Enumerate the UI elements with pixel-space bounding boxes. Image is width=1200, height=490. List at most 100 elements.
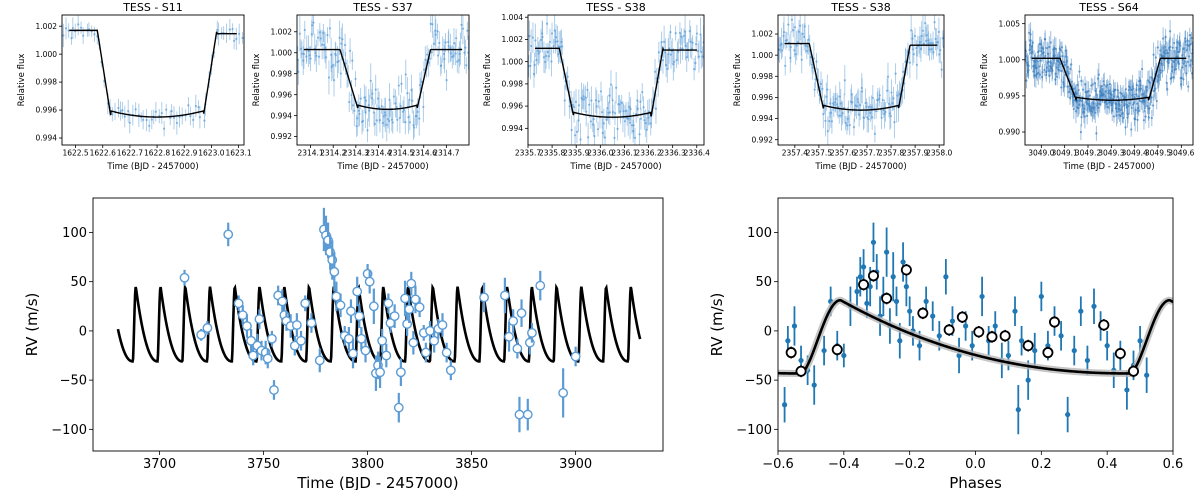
model-line xyxy=(784,42,938,111)
data-point xyxy=(570,351,581,362)
data-point xyxy=(813,88,816,91)
data-point xyxy=(512,343,523,354)
y-tick-label: 0.990 xyxy=(999,128,1021,137)
data-point xyxy=(1086,114,1089,117)
data-point xyxy=(1060,46,1064,49)
data-point xyxy=(422,68,426,71)
data-point xyxy=(466,29,469,32)
data-point xyxy=(399,104,402,108)
data-point xyxy=(1112,115,1116,118)
data-point xyxy=(694,61,697,65)
x-axis-label: Time (BJD - 2457000) xyxy=(814,162,906,172)
x-tick-label: 3049.2 xyxy=(1075,149,1101,158)
data-point xyxy=(793,26,797,29)
data-point xyxy=(383,298,394,309)
data-point xyxy=(1120,92,1123,96)
data-point xyxy=(1048,74,1051,77)
data-point xyxy=(307,50,310,53)
data-point xyxy=(1044,38,1047,41)
data-point xyxy=(1172,76,1175,79)
y-axis-label: Relative flux xyxy=(980,54,990,107)
data-point xyxy=(1187,85,1190,88)
data-point xyxy=(1167,61,1170,65)
data-point xyxy=(654,107,658,110)
data-point xyxy=(378,119,382,122)
data-point xyxy=(437,320,448,330)
data-point xyxy=(1049,41,1052,44)
data-point xyxy=(358,112,361,116)
data-point xyxy=(878,94,881,97)
data-point xyxy=(233,39,236,42)
data-point xyxy=(1190,59,1193,62)
x-tick-label: −0.4 xyxy=(828,457,860,472)
data-point xyxy=(350,93,353,97)
y-tick-label: 0 xyxy=(79,324,87,339)
data-point xyxy=(934,37,937,41)
data-point xyxy=(385,123,388,126)
binned-point xyxy=(1098,319,1110,331)
data-point xyxy=(62,34,65,37)
data-point xyxy=(374,88,377,91)
data-point xyxy=(381,350,392,361)
data-point xyxy=(1174,58,1177,62)
data-point xyxy=(375,119,378,122)
y-tick-label: 0.998 xyxy=(752,72,774,81)
x-tick-label: 3900 xyxy=(559,457,592,472)
binned-point xyxy=(956,311,968,323)
plot-area xyxy=(528,15,704,145)
data-point xyxy=(803,25,807,28)
x-tick-label: 2314.5 xyxy=(388,149,414,158)
y-axis-label: Relative flux xyxy=(733,54,743,107)
data-point xyxy=(534,39,537,42)
data-point xyxy=(311,24,314,27)
data-point xyxy=(1069,67,1072,71)
data-point xyxy=(418,117,421,120)
data-point xyxy=(202,323,213,333)
data-point xyxy=(599,90,603,93)
data-point xyxy=(568,105,571,108)
data-point xyxy=(1161,69,1164,72)
y-tick-label: 0.996 xyxy=(752,93,774,102)
data-point xyxy=(1054,72,1057,75)
data-point xyxy=(608,111,611,114)
data-point xyxy=(432,42,435,45)
x-tick-label: 0.6 xyxy=(1163,457,1184,472)
data-point xyxy=(1051,69,1054,73)
axes-frame xyxy=(92,197,664,452)
data-point xyxy=(64,27,68,30)
data-point xyxy=(1025,50,1028,53)
data-point xyxy=(1078,70,1081,73)
data-point xyxy=(828,120,831,123)
data-point xyxy=(858,113,861,116)
data-point xyxy=(1091,83,1094,86)
data-point xyxy=(445,78,448,82)
data-point xyxy=(825,95,828,98)
data-point xyxy=(677,50,680,53)
data-point xyxy=(438,41,441,45)
data-point xyxy=(558,388,569,398)
data-point xyxy=(541,35,544,39)
data-point xyxy=(927,42,930,45)
x-axis-label: Time (BJD - 2457000) xyxy=(1062,162,1154,172)
data-point xyxy=(1134,108,1137,112)
data-point xyxy=(563,99,566,102)
data-point xyxy=(601,110,604,114)
data-point xyxy=(537,52,540,55)
y-axis-label: Relative flux xyxy=(483,54,493,107)
data-point xyxy=(1032,347,1038,354)
data-point xyxy=(331,291,342,302)
data-point xyxy=(841,111,844,115)
x-tick-label: 2357.6 xyxy=(830,149,856,158)
data-point xyxy=(504,331,514,342)
binned-point xyxy=(831,344,843,356)
data-point xyxy=(804,44,807,47)
data-point xyxy=(192,118,195,121)
data-point xyxy=(445,365,456,376)
data-point xyxy=(930,313,936,319)
data-point xyxy=(890,91,893,94)
data-point xyxy=(326,33,329,37)
data-point xyxy=(1045,343,1051,349)
data-point xyxy=(932,50,935,54)
data-point xyxy=(128,121,131,124)
